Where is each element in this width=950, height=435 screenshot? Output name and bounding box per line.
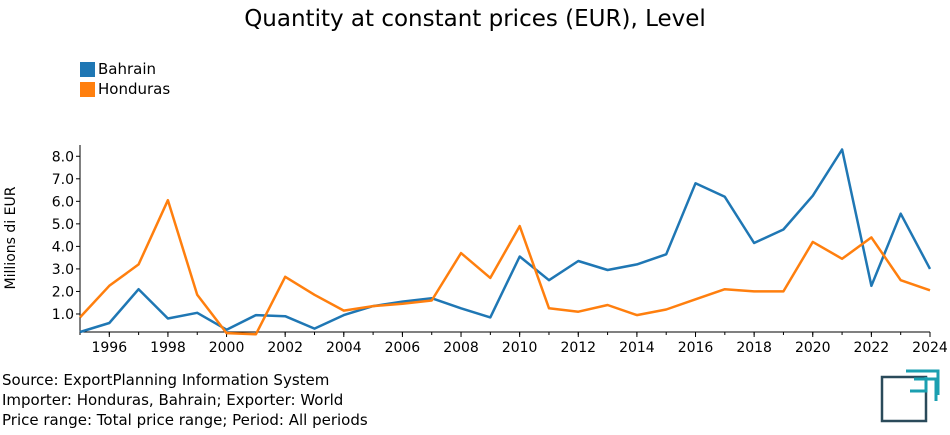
x-tick-label: 2008 bbox=[443, 340, 479, 356]
legend-label-honduras: Honduras bbox=[98, 80, 171, 98]
x-tick-label: 2010 bbox=[502, 340, 538, 356]
y-tick-label: 2.0 bbox=[52, 284, 74, 300]
x-tick-label: 2004 bbox=[326, 340, 362, 356]
y-tick-label: 1.0 bbox=[52, 307, 74, 323]
series-line-bahrain bbox=[79, 148, 932, 334]
legend-label-bahrain: Bahrain bbox=[98, 60, 157, 78]
x-tick-label: 2000 bbox=[209, 340, 245, 356]
series-line-honduras bbox=[79, 198, 931, 336]
x-tick-label: 2014 bbox=[619, 340, 655, 356]
exportplanning-logo-icon bbox=[880, 369, 940, 423]
x-tick-label: 2012 bbox=[560, 340, 596, 356]
legend-swatch-honduras bbox=[80, 81, 95, 97]
x-tick-label: 2016 bbox=[678, 340, 714, 356]
footer-source: Source: ExportPlanning Information Syste… bbox=[2, 371, 330, 389]
legend-swatch-bahrain bbox=[80, 61, 95, 77]
x-tick-label: 2022 bbox=[854, 340, 890, 356]
y-tick-label: 8.0 bbox=[52, 149, 74, 165]
y-tick-label: 4.0 bbox=[52, 239, 74, 255]
chart-footer: Source: ExportPlanning Information Syste… bbox=[2, 370, 368, 430]
x-tick-label: 2020 bbox=[795, 340, 831, 356]
footer-importer: Importer: Honduras, Bahrain; Exporter: W… bbox=[2, 391, 344, 409]
x-tick-label: 2018 bbox=[736, 340, 772, 356]
x-tick-label: 2024 bbox=[912, 340, 948, 356]
line-chart: 1.0 2.0 3.0 4.0 5.0 6.0 7.0 8.0 1996 1998 2000 2002… bbox=[52, 145, 948, 356]
chart-title: Quantity at constant prices (EUR), Level bbox=[244, 6, 706, 32]
y-tick-label: 3.0 bbox=[52, 262, 74, 278]
x-tick-label: 2006 bbox=[385, 340, 421, 356]
footer-price-range: Price range: Total price range; Period: … bbox=[2, 411, 368, 429]
y-tick-label: 5.0 bbox=[52, 217, 74, 233]
y-tick-label: 6.0 bbox=[52, 194, 74, 210]
x-tick-label: 1996 bbox=[91, 340, 127, 356]
chart-legend: Bahrain Honduras bbox=[80, 59, 170, 99]
x-tick-label: 1998 bbox=[150, 340, 186, 356]
y-tick-label: 7.0 bbox=[52, 172, 74, 188]
legend-item-bahrain: Bahrain bbox=[80, 59, 170, 79]
legend-item-honduras: Honduras bbox=[80, 79, 170, 99]
x-tick-label: 2002 bbox=[267, 340, 303, 356]
